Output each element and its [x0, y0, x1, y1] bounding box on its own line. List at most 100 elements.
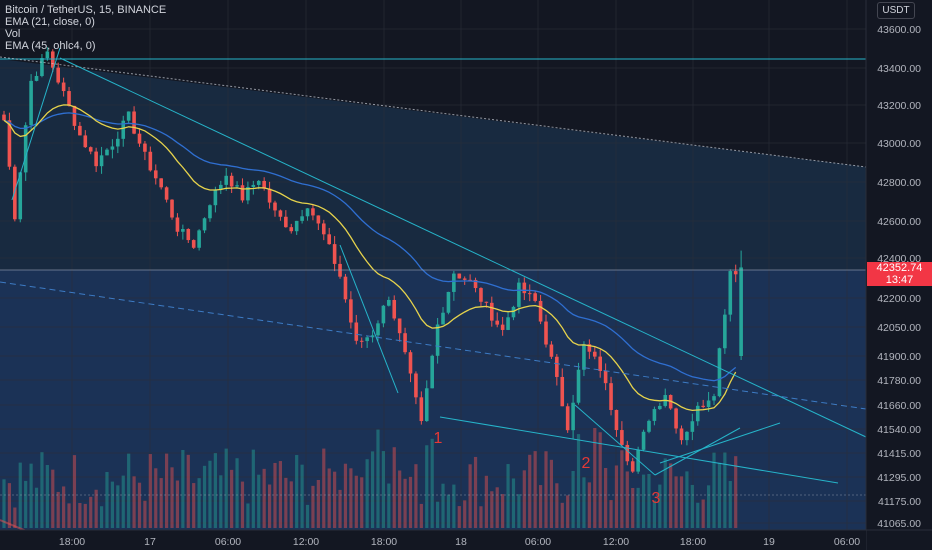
- volume-layer: [2, 428, 738, 528]
- volume-bar: [392, 447, 396, 528]
- price-tick-label: 41415.00: [877, 448, 921, 460]
- candle-body: [544, 321, 548, 345]
- price-tick-label: 42600.00: [877, 216, 921, 228]
- candle-body: [500, 324, 505, 330]
- volume-bar: [690, 484, 694, 528]
- time-tick-label: 18:00: [680, 536, 706, 548]
- volume-bar: [723, 452, 727, 528]
- volume-bar: [593, 428, 597, 528]
- candle-body: [435, 324, 440, 356]
- symbol-title[interactable]: Bitcoin / TetherUS, 15, BINANCE: [5, 4, 167, 16]
- candle-body: [625, 444, 630, 462]
- candle-body: [533, 293, 537, 301]
- candle-body: [246, 186, 250, 201]
- volume-bar: [219, 475, 223, 528]
- volume-bar: [51, 469, 55, 528]
- candle-body: [446, 291, 451, 313]
- candle-body: [278, 210, 283, 217]
- volume-bar: [674, 476, 678, 528]
- candle-body: [685, 431, 689, 441]
- volume-bar: [571, 471, 575, 528]
- candle-body: [614, 409, 619, 431]
- candle-body: [175, 217, 180, 232]
- candle-body: [251, 184, 256, 187]
- volume-bar: [669, 463, 673, 528]
- candle-body: [527, 293, 532, 295]
- volume-bar: [327, 468, 331, 528]
- candle-body: [354, 322, 359, 341]
- volume-bar: [679, 476, 684, 528]
- volume-bar: [463, 500, 467, 528]
- candle-body: [468, 279, 472, 281]
- volume-bar: [197, 478, 201, 528]
- candle-body: [359, 340, 364, 342]
- candle-body: [717, 348, 722, 397]
- volume-bar: [338, 489, 342, 528]
- candle-body: [414, 373, 418, 398]
- volume-bar: [89, 496, 93, 528]
- volume-bar: [517, 494, 521, 528]
- candle-body: [381, 305, 386, 324]
- volume-bar: [354, 475, 358, 528]
- volume-bar: [78, 503, 82, 528]
- volume-bar: [641, 474, 646, 528]
- ema21-line: [3, 104, 737, 412]
- candle-body: [576, 369, 581, 403]
- time-axis-bg: [0, 530, 866, 550]
- volume-bar: [414, 464, 418, 528]
- volume-bar: [528, 454, 532, 528]
- volume-bar: [121, 475, 125, 528]
- candle-body: [170, 199, 174, 218]
- candle-body: [186, 229, 191, 241]
- candle-body: [517, 282, 521, 307]
- volume-bar: [300, 464, 304, 528]
- volume-bar: [273, 462, 277, 528]
- candle-body: [641, 431, 646, 450]
- time-tick-label: 06:00: [525, 536, 551, 548]
- volume-bar: [72, 455, 77, 528]
- candle-body: [137, 133, 142, 144]
- volume-bar: [441, 483, 445, 528]
- currency-badge[interactable]: USDT: [877, 2, 915, 19]
- volume-bar: [305, 504, 310, 528]
- candle-body: [647, 420, 651, 432]
- volume-bar: [647, 473, 651, 528]
- volume-bar: [94, 489, 98, 528]
- candle-body: [609, 383, 613, 410]
- volume-bar: [289, 481, 293, 528]
- volume-bar: [62, 486, 66, 528]
- volume-bar: [468, 464, 472, 528]
- candle-body: [560, 376, 565, 407]
- volume-bar: [425, 445, 429, 528]
- volume-legend[interactable]: Vol: [5, 28, 21, 40]
- volume-bar: [403, 478, 407, 528]
- price-tick-label: 41540.00: [877, 424, 921, 436]
- candle-body: [473, 279, 478, 289]
- candle-body: [148, 151, 153, 171]
- candle-body: [23, 125, 28, 173]
- volume-bar: [284, 477, 288, 528]
- candle-body: [153, 170, 158, 179]
- volume-bar: [452, 484, 456, 528]
- candle-body: [652, 409, 657, 421]
- left-spike-line: [11, 47, 61, 201]
- ema21-legend[interactable]: EMA (21, close, 0): [5, 16, 95, 28]
- candle-body: [511, 306, 516, 318]
- time-tick-label: 18:00: [59, 536, 85, 548]
- candle-body: [61, 82, 66, 92]
- volume-bar: [170, 467, 174, 528]
- candle-body: [424, 388, 429, 422]
- candle-body: [603, 370, 608, 384]
- volume-bar: [137, 482, 142, 528]
- ema45-legend[interactable]: EMA (45, ohlc4, 0): [5, 40, 96, 52]
- volume-bar: [457, 506, 461, 528]
- candle-body: [397, 318, 402, 334]
- candle-body: [403, 333, 407, 353]
- candle-body: [45, 51, 50, 59]
- candle-body: [56, 67, 60, 83]
- candle-body: [311, 208, 315, 216]
- candle-body: [7, 120, 12, 167]
- candle-body: [289, 227, 294, 232]
